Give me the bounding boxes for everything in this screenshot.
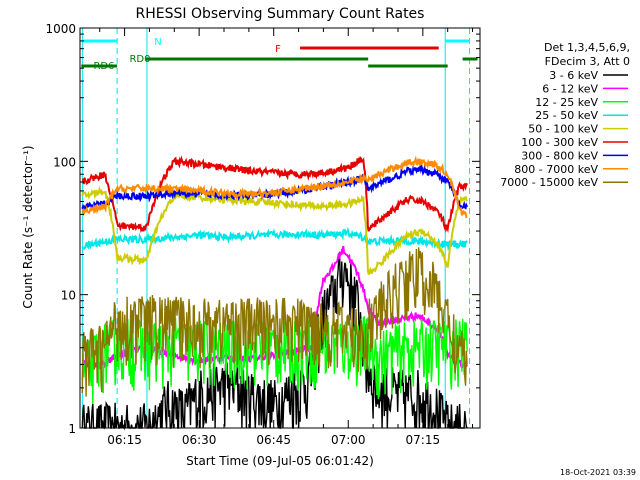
legend-label-7: 800 - 7000 keV <box>514 163 598 176</box>
series-line-7 <box>81 155 468 219</box>
series-line-8 <box>81 247 468 397</box>
timestamp: 18-Oct-2021 03:39 <box>560 468 636 477</box>
flag-label-rd0: RD0 <box>129 54 150 65</box>
plot-frame <box>79 27 481 429</box>
legend: Det 1,3,4,5,6,9, FDecim 3, Att 0 3 - 6 k… <box>500 41 630 189</box>
legend-label-4: 50 - 100 keV <box>528 123 598 136</box>
series-line-4 <box>81 185 469 275</box>
x-axis-label: Start Time (09-Jul-05 06:01:42) <box>186 454 374 468</box>
legend-title-line-1: Det 1,3,4,5,6,9, <box>544 41 630 54</box>
y-tick-label: 1 <box>68 422 76 436</box>
legend-label-0: 3 - 6 keV <box>549 69 598 82</box>
legend-label-3: 25 - 50 keV <box>535 109 598 122</box>
flag-label-rd6: RD6 <box>93 61 114 72</box>
x-tick-label: 07:00 <box>331 433 366 447</box>
legend-label-2: 12 - 25 keV <box>535 96 598 109</box>
series-layer <box>81 155 469 431</box>
legend-label-8: 7000 - 15000 keV <box>500 176 598 189</box>
axes: 1 10 100 1000 06:15 06:30 06:45 07:00 07:15 <box>45 22 481 447</box>
flag-label-f: F <box>275 44 281 55</box>
flag-bars: N F RD0 RD6 <box>81 37 478 72</box>
flag-label-n: N <box>154 37 161 48</box>
legend-title-line-2: FDecim 3, Att 0 <box>545 55 630 68</box>
series-line-5 <box>81 155 468 233</box>
x-tick-label: 06:45 <box>256 433 291 447</box>
x-tick-label: 06:30 <box>182 433 217 447</box>
x-tick-label: 07:15 <box>406 433 441 447</box>
series-line-3 <box>81 226 468 251</box>
legend-label-1: 6 - 12 keV <box>542 82 598 95</box>
y-tick-label: 100 <box>53 155 76 169</box>
legend-label-5: 100 - 300 keV <box>521 136 598 149</box>
y-axis-label: Count Rate (s⁻¹ detector⁻¹) <box>21 145 35 308</box>
y-tick-label: 1000 <box>45 22 76 36</box>
legend-label-6: 300 - 800 keV <box>521 149 598 162</box>
y-tick-label: 10 <box>61 289 76 303</box>
chart-title: RHESSI Observing Summary Count Rates <box>136 6 425 22</box>
x-tick-label: 06:15 <box>107 433 142 447</box>
